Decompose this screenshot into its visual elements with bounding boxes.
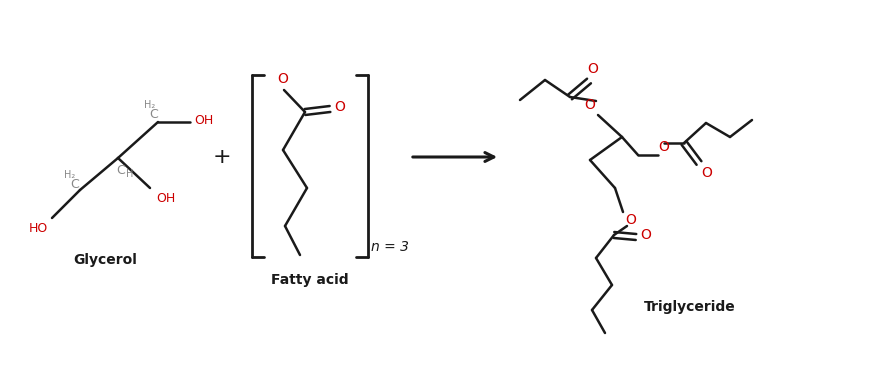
Text: O: O	[641, 228, 651, 242]
Text: HO: HO	[28, 222, 47, 234]
Text: O: O	[587, 62, 599, 76]
Text: O: O	[585, 98, 595, 112]
Text: Glycerol: Glycerol	[73, 253, 137, 267]
Text: Triglyceride: Triglyceride	[644, 300, 736, 314]
Text: H₂: H₂	[65, 170, 76, 180]
Text: +: +	[212, 147, 232, 167]
Text: O: O	[335, 100, 345, 114]
Text: O: O	[626, 213, 636, 227]
Text: O: O	[702, 166, 712, 180]
Text: O: O	[278, 72, 288, 86]
Text: OH: OH	[194, 114, 213, 127]
Text: Fatty acid: Fatty acid	[271, 273, 349, 287]
Text: O: O	[659, 140, 669, 154]
Text: n = 3: n = 3	[371, 240, 409, 254]
Text: C: C	[149, 108, 158, 122]
Text: H₂: H₂	[144, 100, 156, 110]
Text: H: H	[127, 169, 134, 179]
Text: C: C	[116, 164, 125, 177]
Text: OH: OH	[156, 192, 176, 204]
Text: C: C	[71, 178, 80, 192]
